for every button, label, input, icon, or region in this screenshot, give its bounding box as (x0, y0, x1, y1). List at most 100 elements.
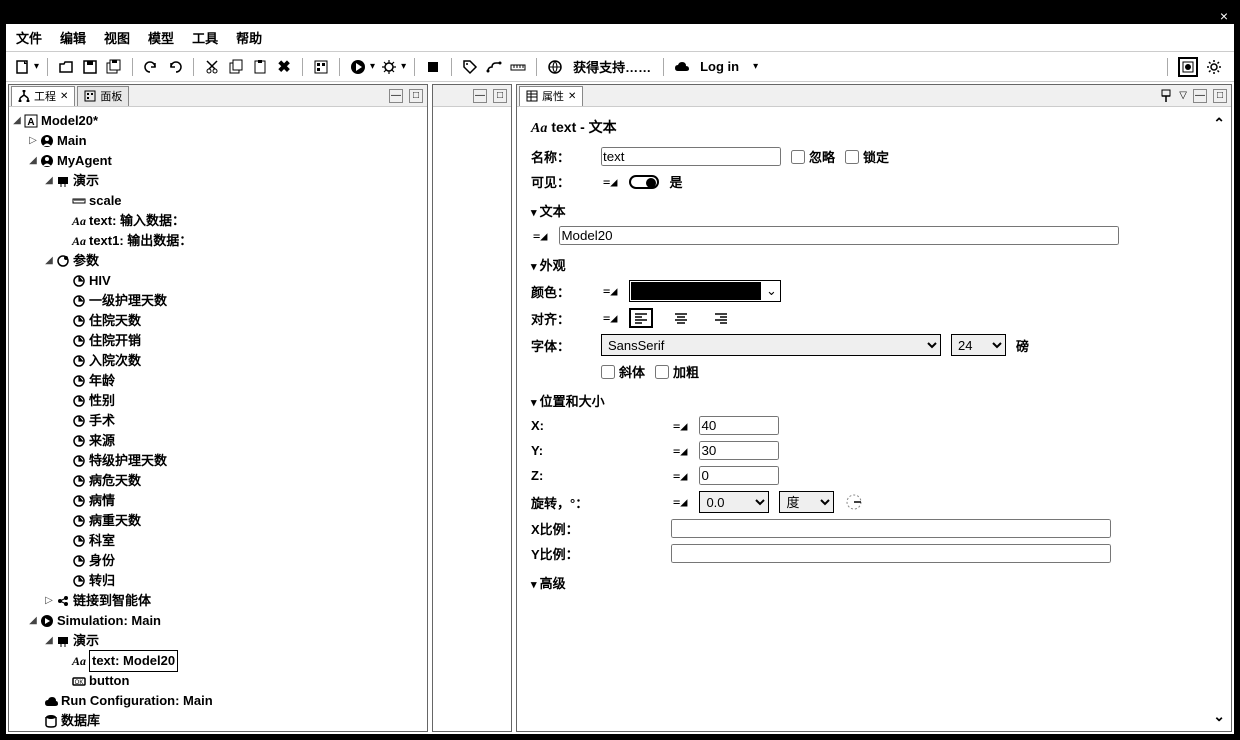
window-close-icon[interactable]: × (1220, 7, 1228, 25)
tree-param[interactable]: 特级护理天数 (11, 451, 425, 471)
tree-text-input[interactable]: Aatext: 输入数据： (11, 211, 425, 231)
save-icon[interactable] (80, 57, 100, 77)
stop-icon[interactable] (423, 57, 443, 77)
tree-scale[interactable]: scale (11, 191, 425, 211)
tree-simulation[interactable]: ◢Simulation: Main (11, 611, 425, 631)
dynamic-value-icon[interactable]: =◢ (671, 469, 689, 483)
section-appearance[interactable]: 外观 (531, 255, 1217, 274)
open-icon[interactable] (56, 57, 76, 77)
tree-param[interactable]: 病重天数 (11, 511, 425, 531)
maximize-icon[interactable]: □ (493, 89, 507, 103)
tree-main[interactable]: ▷Main (11, 131, 425, 151)
tree-presentation[interactable]: ◢演示 (11, 171, 425, 191)
z-input[interactable] (699, 466, 779, 485)
maximize-icon[interactable]: □ (1213, 89, 1227, 103)
align-right-icon[interactable] (709, 308, 733, 328)
tab-close-icon[interactable]: ✕ (568, 91, 576, 102)
tree-param[interactable]: 身份 (11, 551, 425, 571)
bold-checkbox[interactable]: 加粗 (655, 362, 699, 381)
dynamic-value-icon[interactable]: =◢ (671, 419, 689, 433)
tree-param[interactable]: 入院次数 (11, 351, 425, 371)
align-left-icon[interactable] (629, 308, 653, 328)
pin-icon[interactable] (1159, 89, 1173, 103)
tree-param[interactable]: 转归 (11, 571, 425, 591)
tree-param[interactable]: 住院天数 (11, 311, 425, 331)
cut-icon[interactable] (202, 57, 222, 77)
tree-link-agent[interactable]: ▷链接到智能体 (11, 591, 425, 611)
menu-view[interactable]: 视图 (104, 28, 130, 47)
tree-param[interactable]: 病危天数 (11, 471, 425, 491)
tree-presentation-2[interactable]: ◢演示 (11, 631, 425, 651)
rotation-dial-icon[interactable] (844, 492, 864, 512)
dynamic-value-icon[interactable]: =◢ (531, 229, 549, 243)
tag-icon[interactable] (460, 57, 480, 77)
globe-icon[interactable] (545, 57, 565, 77)
dynamic-value-icon[interactable]: =◢ (601, 284, 619, 298)
tree-param[interactable]: 手术 (11, 411, 425, 431)
view-menu-icon[interactable]: ▽ (1179, 90, 1187, 101)
rotation-value-select[interactable]: 0.0 (699, 491, 769, 513)
scroll-up-icon[interactable]: ⌃ (1213, 115, 1225, 132)
build-icon[interactable] (311, 57, 331, 77)
delete-icon[interactable]: ✖ (274, 57, 294, 77)
tree-param[interactable]: 科室 (11, 531, 425, 551)
dynamic-value-icon[interactable]: =◢ (601, 175, 619, 189)
menu-file[interactable]: 文件 (16, 28, 42, 47)
rotation-unit-select[interactable]: 度 (779, 491, 834, 513)
dynamic-value-icon[interactable]: =◢ (601, 311, 619, 325)
section-text[interactable]: 文本 (531, 201, 1217, 220)
measure-icon[interactable] (508, 57, 528, 77)
cloud-icon[interactable] (672, 57, 692, 77)
menu-model[interactable]: 模型 (148, 28, 174, 47)
tab-close-icon[interactable]: ✕ (60, 91, 68, 102)
tree-myagent[interactable]: ◢MyAgent (11, 151, 425, 171)
redo-icon[interactable] (165, 57, 185, 77)
link-icon[interactable] (484, 57, 504, 77)
font-size-select[interactable]: 24 (951, 334, 1006, 356)
section-advanced[interactable]: 高级 (531, 573, 1217, 592)
tree-parameters[interactable]: ◢参数 (11, 251, 425, 271)
minimize-icon[interactable]: — (473, 89, 487, 103)
run-icon[interactable] (348, 57, 368, 77)
align-center-icon[interactable] (669, 308, 693, 328)
tree-param[interactable]: 住院开销 (11, 331, 425, 351)
name-input[interactable] (601, 147, 781, 166)
ignore-checkbox[interactable]: 忽略 (791, 147, 835, 166)
lock-checkbox[interactable]: 锁定 (845, 147, 889, 166)
menu-edit[interactable]: 编辑 (60, 28, 86, 47)
y-input[interactable] (699, 441, 779, 460)
save-all-icon[interactable] (104, 57, 124, 77)
debug-icon[interactable] (379, 57, 399, 77)
tree-param[interactable]: 性别 (11, 391, 425, 411)
new-icon[interactable] (12, 57, 32, 77)
tab-project[interactable]: 工程 ✕ (11, 86, 75, 106)
minimize-icon[interactable]: — (1193, 89, 1207, 103)
login-link[interactable]: Log in (700, 59, 739, 74)
yscale-input[interactable] (671, 544, 1111, 563)
tree-param[interactable]: 年龄 (11, 371, 425, 391)
settings-icon[interactable] (1204, 57, 1224, 77)
dynamic-value-icon[interactable]: =◢ (671, 444, 689, 458)
scroll-down-icon[interactable]: ⌄ (1213, 708, 1225, 725)
color-picker[interactable]: ⌄ (629, 280, 781, 302)
font-family-select[interactable]: SansSerif (601, 334, 941, 356)
menu-help[interactable]: 帮助 (236, 28, 262, 47)
x-input[interactable] (699, 416, 779, 435)
text-value-input[interactable] (559, 226, 1119, 245)
get-support-link[interactable]: 获得支持…… (573, 57, 651, 76)
tree-button[interactable]: OKbutton (11, 671, 425, 691)
tree-database[interactable]: 数据库 (11, 711, 425, 731)
tree-param[interactable]: 一级护理天数 (11, 291, 425, 311)
perspective-icon[interactable] (1178, 57, 1198, 77)
italic-checkbox[interactable]: 斜体 (601, 362, 645, 381)
paste-icon[interactable] (250, 57, 270, 77)
tree-text-model20[interactable]: Aatext: Model20 (11, 651, 425, 671)
undo-icon[interactable] (141, 57, 161, 77)
tree-param[interactable]: 来源 (11, 431, 425, 451)
tree-model-root[interactable]: ◢AModel20* (11, 111, 425, 131)
maximize-icon[interactable]: □ (409, 89, 423, 103)
tree-param[interactable]: 病情 (11, 491, 425, 511)
tab-palette[interactable]: 面板 (77, 86, 129, 106)
copy-icon[interactable] (226, 57, 246, 77)
tab-properties[interactable]: 属性 ✕ (519, 86, 583, 106)
